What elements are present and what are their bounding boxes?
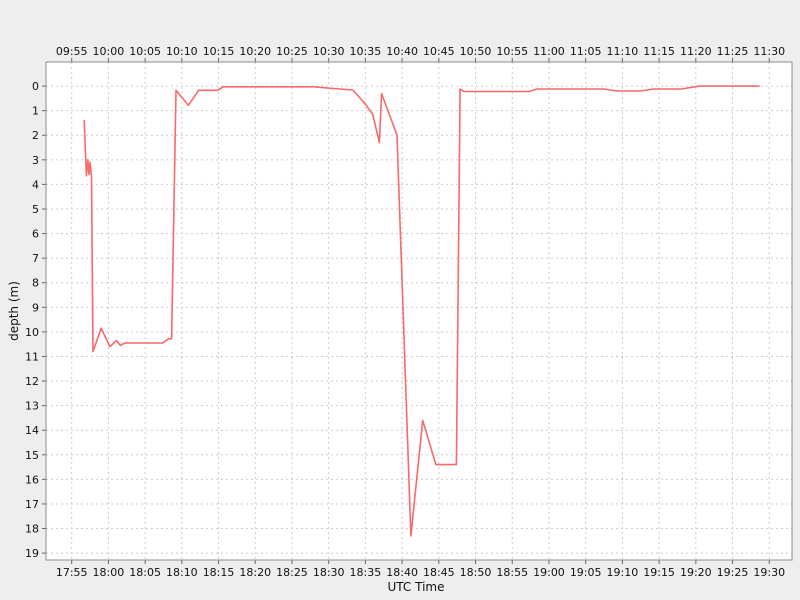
- y-tick-label: 10: [25, 326, 39, 339]
- top-tick-label: 10:00: [93, 45, 125, 58]
- bottom-tick-label: 18:50: [460, 566, 492, 579]
- depth-line: [83, 85, 760, 537]
- bottom-tick-label: 18:45: [423, 566, 455, 579]
- y-tick-label: 17: [25, 498, 39, 511]
- bottom-axis-label: UTC Time: [387, 580, 445, 594]
- top-tick-label: 10:25: [276, 45, 308, 58]
- top-tick-label: 11:30: [753, 45, 785, 58]
- bottom-tick-label: 19:30: [753, 566, 785, 579]
- top-tick-label: 11:25: [717, 45, 749, 58]
- bottom-tick-label: 19:25: [717, 566, 749, 579]
- bottom-tick-label: 19:05: [570, 566, 602, 579]
- bottom-tick-label: 19:00: [533, 566, 565, 579]
- bottom-tick-label: 18:20: [239, 566, 271, 579]
- y-tick-label: 4: [32, 178, 39, 191]
- top-tick-label: 10:20: [239, 45, 271, 58]
- bottom-tick-label: 18:40: [386, 566, 418, 579]
- bottom-tick-label: 18:00: [93, 566, 125, 579]
- top-tick-label: 10:05: [129, 45, 161, 58]
- y-tick-label: 13: [25, 400, 39, 413]
- top-tick-label: 10:10: [166, 45, 198, 58]
- top-tick-label: 10:35: [350, 45, 382, 58]
- y-tick-label: 7: [32, 252, 39, 265]
- top-tick-label: 10:55: [496, 45, 528, 58]
- bottom-tick-label: 19:10: [607, 566, 639, 579]
- y-tick-label: 3: [32, 154, 39, 167]
- top-tick-label: 10:45: [423, 45, 455, 58]
- bottom-tick-label: 18:25: [276, 566, 308, 579]
- y-tick-label: 8: [32, 277, 39, 290]
- bottom-tick-label: 18:05: [129, 566, 161, 579]
- y-tick-label: 1: [32, 105, 39, 118]
- y-tick-label: 18: [25, 523, 39, 536]
- y-axis-label: depth (m): [7, 281, 21, 341]
- y-tick-label: 2: [32, 129, 39, 142]
- y-tick-label: 19: [25, 547, 39, 560]
- top-tick-label: 10:40: [386, 45, 418, 58]
- top-tick-label: 11:15: [643, 45, 675, 58]
- top-tick-label: 11:00: [533, 45, 565, 58]
- y-tick-label: 6: [32, 228, 39, 241]
- top-tick-label: 11:20: [680, 45, 712, 58]
- y-tick-label: 11: [25, 350, 39, 363]
- bottom-tick-label: 18:10: [166, 566, 198, 579]
- bottom-tick-label: 18:30: [313, 566, 345, 579]
- y-tick-label: 14: [25, 424, 39, 437]
- y-tick-label: 16: [25, 473, 39, 486]
- y-tick-label: 5: [32, 203, 39, 216]
- bottom-tick-label: 18:15: [203, 566, 235, 579]
- top-tick-label: 10:30: [313, 45, 345, 58]
- top-tick-label: 10:50: [460, 45, 492, 58]
- bottom-tick-label: 19:15: [643, 566, 675, 579]
- y-tick-label: 15: [25, 449, 39, 462]
- bottom-tick-label: 19:20: [680, 566, 712, 579]
- plot-background: [46, 62, 792, 560]
- top-tick-label: 11:10: [607, 45, 639, 58]
- top-tick-label: 11:05: [570, 45, 602, 58]
- y-tick-label: 9: [32, 301, 39, 314]
- top-tick-label: 10:15: [203, 45, 235, 58]
- y-tick-label: 12: [25, 375, 39, 388]
- bottom-tick-label: 17:55: [56, 566, 88, 579]
- plot-border: [45, 61, 793, 561]
- y-tick-label: 0: [32, 80, 39, 93]
- top-tick-label: 09:55: [56, 45, 88, 58]
- bottom-tick-label: 18:55: [496, 566, 528, 579]
- bottom-tick-label: 18:35: [350, 566, 382, 579]
